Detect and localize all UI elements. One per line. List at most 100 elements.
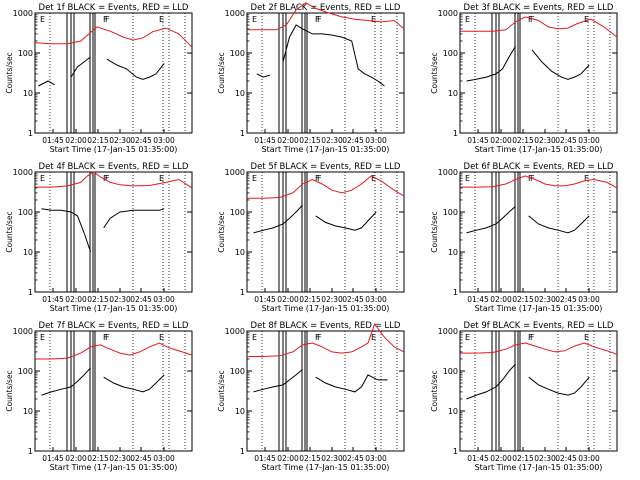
- plot-frame: [459, 12, 618, 134]
- x-tick-label: 01:45: [467, 454, 489, 463]
- x-axis-label: Start Time (17-Jan-15 01:35:00): [50, 463, 178, 472]
- flag-letter: E: [252, 174, 257, 183]
- x-axis-label: Start Time (17-Jan-15 01:35:00): [475, 304, 603, 313]
- flag-letter: F: [315, 333, 320, 342]
- x-tick-label: 02:30: [321, 295, 343, 304]
- plot-frame: [246, 171, 405, 293]
- flag-letter: F: [105, 333, 110, 342]
- x-tick-label: 02:30: [109, 136, 131, 145]
- x-tick-label: 03:00: [578, 136, 600, 145]
- x-tick-label: 03:00: [578, 454, 600, 463]
- y-tick-label: 10: [448, 407, 458, 416]
- y-tick-label: 1: [240, 447, 245, 456]
- flag-letter: F: [103, 15, 108, 24]
- flag-letter: E: [40, 333, 45, 342]
- y-axis-label: Counts/sec: [217, 370, 226, 411]
- x-tick-label: 02:45: [130, 295, 152, 304]
- y-tick-label: 10: [23, 248, 33, 257]
- y-axis-label: Counts/sec: [5, 52, 14, 93]
- y-tick-label: 10: [448, 89, 458, 98]
- y-tick-label: 100: [230, 49, 245, 58]
- lld-rate-line: [247, 2, 405, 31]
- flag-letter: F: [105, 15, 110, 24]
- chart-title: Det 8f BLACK = Events, RED = LLD: [251, 321, 401, 331]
- x-tick-label: 03:00: [153, 454, 175, 463]
- y-axis-label: Counts/sec: [5, 370, 14, 411]
- x-tick-label: 02:15: [512, 136, 534, 145]
- y-tick-label: 1000: [438, 9, 458, 18]
- chart-title: Det 4f BLACK = Events, RED = LLD: [39, 162, 189, 172]
- x-axis-label: Start Time (17-Jan-15 01:35:00): [262, 463, 390, 472]
- y-tick-label: 1000: [438, 168, 458, 177]
- x-tick-label: 02:30: [534, 454, 556, 463]
- flag-letter: F: [103, 174, 108, 183]
- y-tick-label: 100: [230, 367, 245, 376]
- chart-title: Det 7f BLACK = Events, RED = LLD: [39, 321, 189, 331]
- flag-letter: F: [315, 174, 320, 183]
- y-tick-label: 10: [23, 89, 33, 98]
- flag-letter: E: [584, 15, 589, 24]
- lld-rate-line: [34, 26, 193, 48]
- events-rate-line: [41, 208, 165, 253]
- y-tick-label: 10: [235, 89, 245, 98]
- x-tick-label: 02:45: [555, 295, 577, 304]
- flag-letter: F: [528, 333, 533, 342]
- y-tick-label: 1: [28, 129, 33, 138]
- y-tick-label: 100: [230, 208, 245, 217]
- x-tick-label: 02:45: [555, 454, 577, 463]
- flag-letter: E: [465, 333, 470, 342]
- plot-frame: [34, 12, 193, 134]
- lld-rate-line: [35, 171, 193, 189]
- flag-letter: E: [371, 15, 376, 24]
- chart-title: Det 2f BLACK = Events, RED = LLD: [251, 3, 401, 13]
- x-tick-label: 02:00: [490, 454, 512, 463]
- flag-letter: E: [159, 333, 164, 342]
- x-tick-label: 02:30: [321, 136, 343, 145]
- x-tick-label: 02:15: [512, 454, 534, 463]
- x-tick-label: 02:00: [277, 454, 299, 463]
- y-tick-label: 1000: [13, 168, 33, 177]
- flag-letter: F: [317, 15, 322, 24]
- lld-rate-line: [247, 322, 405, 357]
- x-tick-label: 02:45: [342, 136, 364, 145]
- y-tick-label: 1000: [13, 9, 33, 18]
- events-rate-line: [466, 363, 590, 400]
- x-tick-label: 02:45: [342, 454, 364, 463]
- flag-letter: E: [159, 174, 164, 183]
- flag-letter: E: [252, 15, 257, 24]
- x-tick-label: 02:45: [130, 454, 152, 463]
- chart-title: Det 5f BLACK = Events, RED = LLD: [251, 162, 401, 172]
- y-tick-label: 100: [443, 367, 458, 376]
- chart-title: Det 3f BLACK = Events, RED = LLD: [464, 3, 614, 13]
- events-rate-line: [254, 369, 405, 392]
- x-tick-label: 02:15: [299, 454, 321, 463]
- x-tick-label: 02:15: [87, 136, 109, 145]
- x-tick-label: 03:00: [365, 136, 387, 145]
- lld-rate-line: [247, 175, 405, 199]
- x-tick-label: 02:00: [65, 295, 87, 304]
- x-tick-label: 02:45: [130, 136, 152, 145]
- plot-frame: [246, 12, 405, 134]
- chart-panel-7: Det 7f BLACK = Events, RED = LLD 1 10 100 10…: [5, 321, 193, 472]
- x-tick-label: 02:00: [65, 454, 87, 463]
- y-tick-label: 1: [453, 288, 458, 297]
- y-tick-label: 1: [240, 129, 245, 138]
- y-tick-label: 1000: [13, 327, 33, 336]
- flag-letter: E: [371, 333, 376, 342]
- flag-letter: E: [584, 333, 589, 342]
- y-tick-label: 10: [235, 407, 245, 416]
- flag-letter: E: [159, 15, 164, 24]
- y-tick-label: 10: [448, 248, 458, 257]
- flag-letter: F: [317, 174, 322, 183]
- x-tick-label: 02:00: [277, 295, 299, 304]
- flag-letter: F: [105, 174, 110, 183]
- y-tick-label: 1: [453, 447, 458, 456]
- x-tick-label: 02:30: [109, 295, 131, 304]
- y-tick-label: 100: [443, 49, 458, 58]
- y-tick-label: 10: [23, 407, 33, 416]
- x-tick-label: 02:30: [534, 136, 556, 145]
- y-axis-label: Counts/sec: [430, 370, 439, 411]
- y-tick-label: 1000: [225, 9, 245, 18]
- events-rate-line: [253, 204, 377, 234]
- chart-panel-5: Det 5f BLACK = Events, RED = LLD 1 10 100 10…: [217, 162, 405, 313]
